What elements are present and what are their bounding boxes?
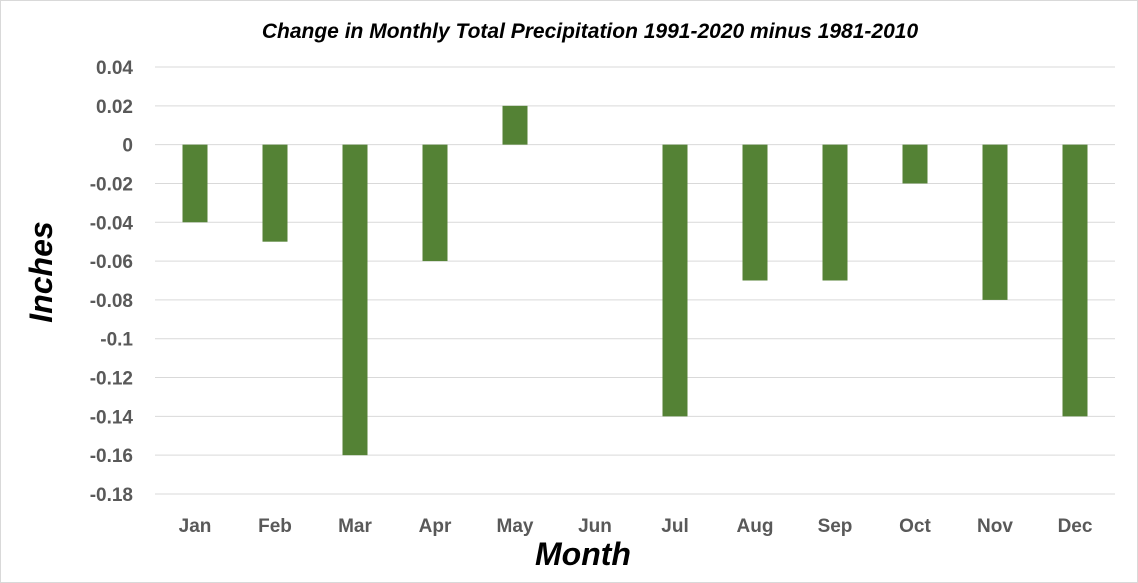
gridlines	[155, 66, 1115, 495]
y-tick-label: 0.02	[96, 97, 133, 118]
bar-mar	[342, 144, 368, 456]
x-tick-label: Jun	[578, 516, 612, 537]
bar-sep	[822, 144, 848, 281]
chart-title: Change in Monthly Total Precipitation 19…	[262, 20, 919, 43]
y-tick-label: -0.08	[90, 291, 133, 312]
y-axis-ticks: 0.04 0.02 0 -0.02 -0.04 -0.06 -0.08 -0.1 -0.12 -0…	[90, 58, 134, 506]
y-tick-label: 0	[122, 136, 133, 157]
bar-jan	[182, 144, 208, 223]
y-tick-label: -0.02	[90, 174, 133, 195]
y-tick-label: -0.12	[90, 369, 133, 390]
y-tick-label: -0.06	[90, 252, 133, 273]
bar-jul	[662, 144, 688, 417]
x-tick-label: Jul	[661, 516, 688, 537]
y-tick-label: -0.04	[90, 213, 134, 234]
y-tick-label: 0.04	[96, 58, 133, 79]
bar-apr	[422, 144, 448, 262]
y-tick-label: -0.1	[100, 330, 133, 351]
x-tick-label: Dec	[1058, 516, 1093, 537]
x-tick-label: Oct	[899, 516, 931, 537]
x-tick-label: Nov	[977, 516, 1013, 537]
bar-may	[502, 105, 528, 145]
y-tick-label: -0.14	[90, 407, 134, 428]
x-tick-label: Sep	[818, 516, 853, 537]
bar-dec	[1062, 144, 1088, 417]
bar-oct	[902, 144, 928, 184]
x-tick-label: May	[497, 516, 534, 537]
bar-feb	[262, 144, 288, 242]
x-tick-label: Jan	[179, 516, 212, 537]
x-axis-title: Month	[535, 536, 631, 572]
y-tick-label: -0.18	[90, 485, 133, 506]
x-tick-label: Feb	[258, 516, 292, 537]
x-tick-label: Apr	[419, 516, 452, 537]
bar-aug	[742, 144, 768, 281]
y-tick-label: -0.16	[90, 446, 133, 467]
x-axis-ticks: Jan Feb Mar Apr May Jun Jul Aug Sep Oct Nov Dec	[179, 516, 1093, 537]
bars	[182, 105, 1088, 456]
y-axis-title: Inches	[23, 221, 59, 322]
x-tick-label: Aug	[737, 516, 774, 537]
x-tick-label: Mar	[338, 516, 372, 537]
bar-nov	[982, 144, 1008, 300]
